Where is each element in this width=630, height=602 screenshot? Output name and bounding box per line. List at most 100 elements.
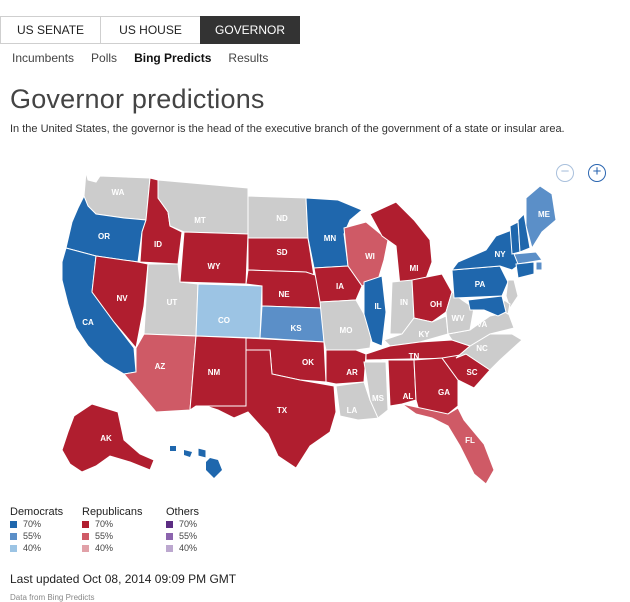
state-tx[interactable]	[205, 349, 337, 469]
state-label-ia: IA	[336, 282, 344, 291]
state-fl[interactable]	[401, 403, 495, 485]
state-label-ak: AK	[100, 434, 112, 443]
state-ak[interactable]	[61, 403, 155, 473]
state-label-wa: WA	[112, 188, 125, 197]
subnav-bing-predicts[interactable]: Bing Predicts	[134, 51, 212, 65]
state-label-mn: MN	[324, 234, 337, 243]
state-label-wv: WV	[452, 314, 466, 323]
state-ms[interactable]	[363, 361, 389, 419]
us-governor-map: WA OR CA ID NV MT WY UT AZ CO NM ND SD NE KS OK TX MN IA MO…	[61, 171, 557, 485]
state-label-id: ID	[154, 240, 162, 249]
legend-others: Others 70% 55% 40%	[166, 506, 199, 554]
page-subtitle: In the United States, the governor is th…	[10, 123, 565, 135]
subnav-incumbents[interactable]: Incumbents	[12, 51, 75, 65]
state-label-or: OR	[98, 232, 110, 241]
state-label-va: VA	[477, 320, 488, 329]
state-nj[interactable]	[505, 279, 519, 310]
legend-democrats-55: 55%	[10, 531, 63, 542]
state-label-ne: NE	[278, 290, 290, 299]
state-label-nv: NV	[116, 294, 128, 303]
state-label-ks: KS	[290, 324, 302, 333]
legend-republicans-70: 70%	[82, 519, 143, 530]
state-label-mt: MT	[194, 216, 206, 225]
states-layer	[61, 171, 557, 485]
state-label-in: IN	[400, 298, 408, 307]
zoom-in-icon[interactable]: +	[588, 164, 606, 182]
state-mo[interactable]	[319, 299, 373, 351]
state-label-nm: NM	[208, 368, 221, 377]
state-label-oh: OH	[430, 300, 442, 309]
state-or[interactable]	[65, 194, 147, 263]
state-ny[interactable]	[450, 229, 521, 271]
state-ma[interactable]	[513, 251, 543, 265]
state-label-tx: TX	[277, 406, 288, 415]
state-wi[interactable]	[343, 221, 389, 287]
state-ri[interactable]	[535, 261, 543, 271]
legend-democrats-title: Democrats	[10, 506, 64, 518]
state-co[interactable]	[195, 283, 263, 339]
state-label-ok: OK	[302, 358, 314, 367]
legend-republicans-title: Republicans	[82, 506, 143, 518]
state-label-ms: MS	[372, 394, 385, 403]
state-ia[interactable]	[313, 265, 363, 303]
state-label-ca: CA	[82, 318, 94, 327]
legend-others-55: 55%	[166, 531, 199, 542]
state-md[interactable]	[467, 295, 507, 317]
state-al[interactable]	[387, 359, 417, 407]
state-hi[interactable]	[197, 447, 207, 459]
state-label-nd: ND	[276, 214, 288, 223]
legend-republicans-55: 55%	[82, 531, 143, 542]
state-hi-island-2[interactable]	[184, 450, 192, 457]
state-label-nc: NC	[476, 344, 488, 353]
legend-others-40: 40%	[166, 543, 199, 554]
state-label-il: IL	[374, 302, 381, 311]
state-wy[interactable]	[179, 231, 249, 285]
state-label-ny: NY	[494, 250, 506, 259]
state-ar[interactable]	[325, 349, 367, 385]
state-label-wi: WI	[365, 252, 375, 261]
state-label-al: AL	[403, 392, 414, 401]
state-label-ga: GA	[438, 388, 450, 397]
state-label-pa: PA	[475, 280, 486, 289]
legend-democrats-70: 70%	[10, 519, 63, 530]
legend-democrats-40: 40%	[10, 543, 63, 554]
legend-republicans-40: 40%	[82, 543, 143, 554]
state-label-sd: SD	[276, 248, 287, 257]
state-label-ar: AR	[346, 368, 358, 377]
zoom-out-icon[interactable]: −	[556, 164, 574, 182]
page-title: Governor predictions	[10, 84, 265, 114]
state-nv[interactable]	[91, 255, 149, 350]
state-mt[interactable]	[157, 179, 249, 235]
state-hi-island-1[interactable]	[170, 446, 176, 451]
tab-us-senate[interactable]: US SENATE	[0, 16, 100, 44]
state-label-mo: MO	[340, 326, 353, 335]
state-label-sc: SC	[466, 368, 477, 377]
state-mn[interactable]	[305, 197, 363, 269]
legend-republicans: Republicans 70% 55% 40%	[82, 506, 143, 554]
state-label-co: CO	[218, 316, 230, 325]
state-label-mi: MI	[410, 264, 419, 273]
data-source: Data from Bing Predicts	[10, 593, 95, 602]
tab-governor[interactable]: GOVERNOR	[200, 16, 300, 44]
state-ct[interactable]	[515, 261, 535, 279]
subnav-polls[interactable]: Polls	[91, 51, 118, 65]
legend-democrats: Democrats 70% 55% 40%	[10, 506, 63, 554]
state-labels-layer: WA OR CA ID NV MT WY UT AZ CO NM ND SD NE KS OK TX MN IA MO…	[82, 188, 550, 445]
state-va[interactable]	[447, 311, 515, 347]
state-label-tn: TN	[409, 352, 420, 361]
race-tabs: US SENATE US HOUSE GOVERNOR	[0, 16, 300, 44]
state-label-ky: KY	[418, 330, 430, 339]
state-hi-island-3[interactable]	[206, 458, 222, 478]
legend-others-70: 70%	[166, 519, 199, 530]
state-label-ut: UT	[167, 298, 178, 307]
state-mi[interactable]	[369, 201, 433, 287]
subnav-results[interactable]: Results	[228, 51, 269, 65]
state-wv[interactable]	[445, 291, 475, 335]
sub-navigation: Incumbents Polls Bing Predicts Results	[12, 51, 285, 65]
tab-us-house[interactable]: US HOUSE	[100, 16, 200, 44]
state-nh[interactable]	[517, 212, 531, 253]
state-label-az: AZ	[155, 362, 166, 371]
state-il[interactable]	[363, 275, 387, 347]
last-updated: Last updated Oct 08, 2014 09:09 PM GMT	[10, 572, 237, 586]
state-la[interactable]	[335, 381, 381, 421]
